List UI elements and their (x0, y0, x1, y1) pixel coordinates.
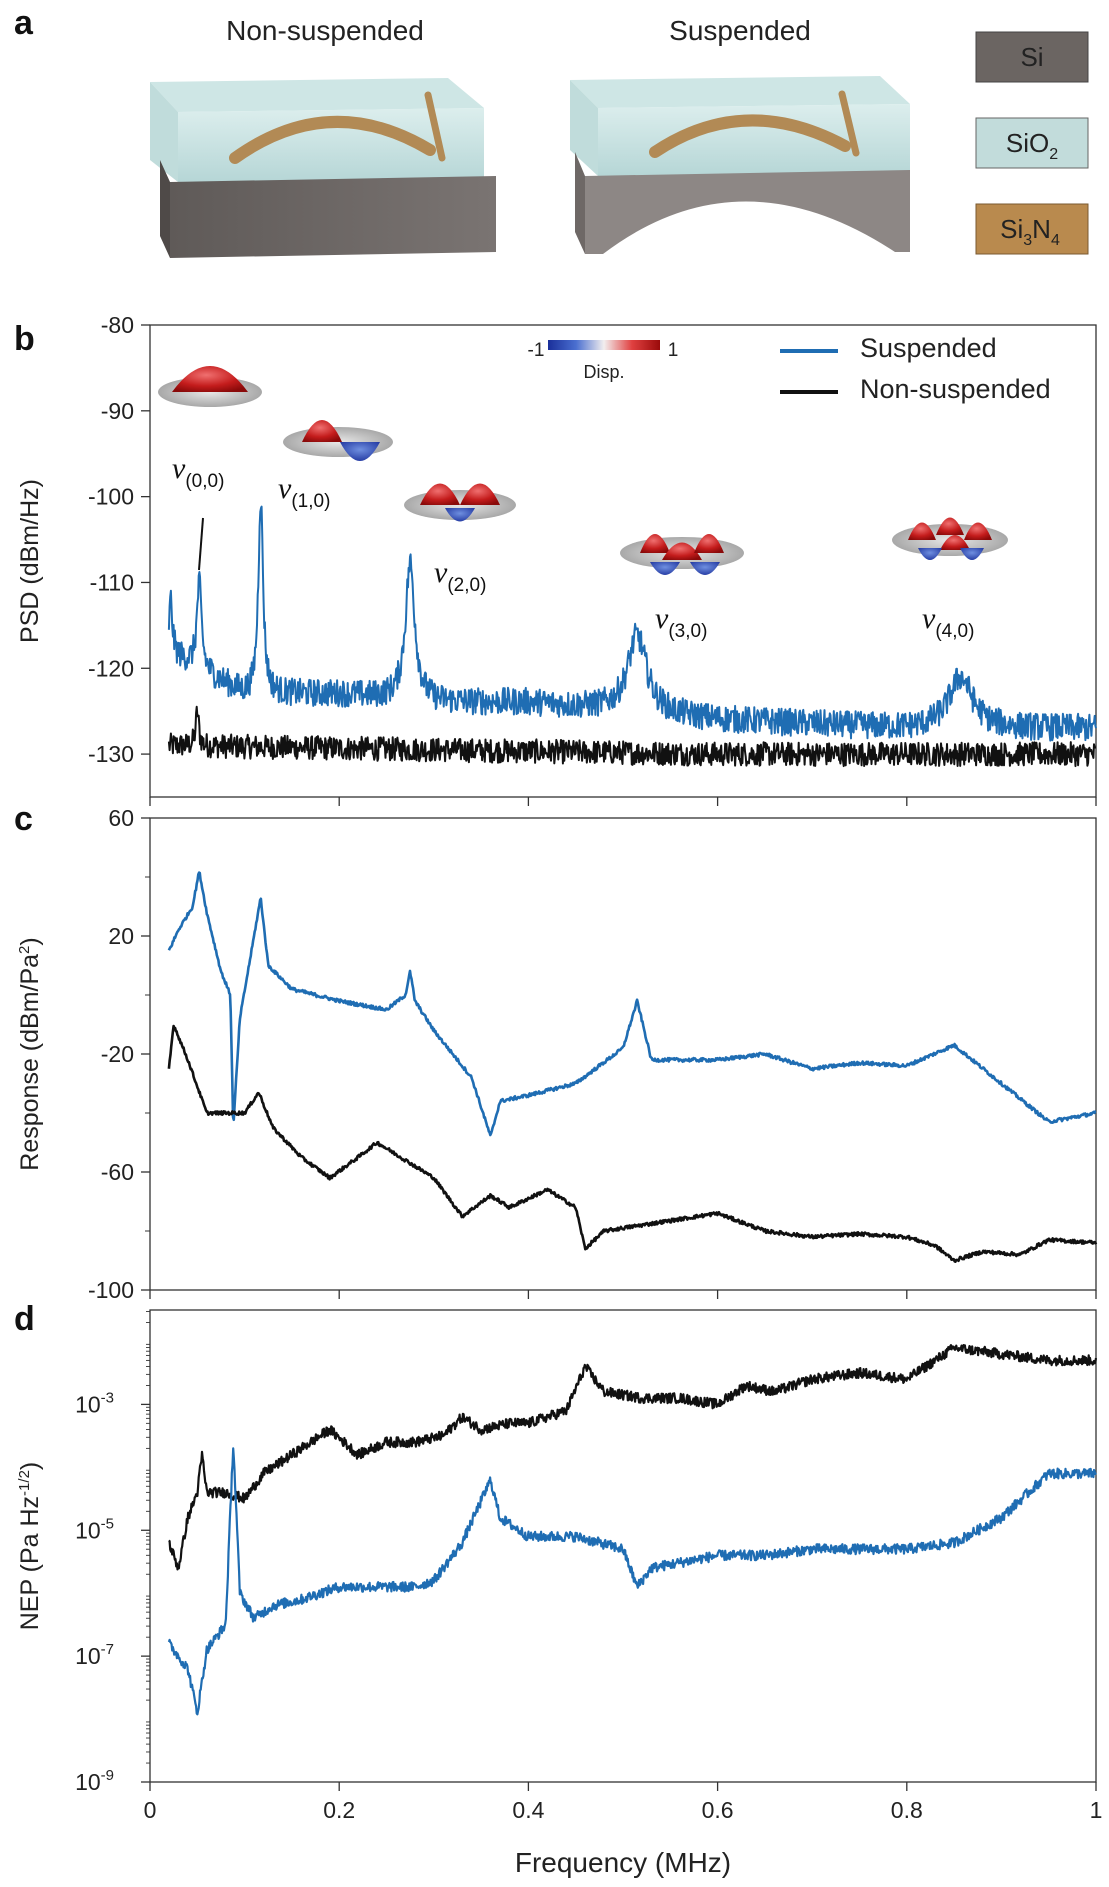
displacement-colorbar: -1 1 Disp. (528, 340, 679, 382)
panel-c-label: c (14, 800, 33, 838)
suspended-title: Suspended (669, 15, 811, 46)
y-tick-label: 10-9 (75, 1767, 114, 1795)
response-suspended-line (167, 871, 1097, 1137)
panel-d-series (167, 1344, 1098, 1716)
y-tick-label: 20 (108, 923, 134, 949)
suspended-chip-illustration (570, 76, 910, 254)
panel-c-y-label: Response (dBm/Pa2) (16, 937, 44, 1170)
panel-d-label: d (14, 1300, 35, 1338)
y-tick-label: -110 (90, 569, 134, 595)
nep-non-suspended-line (168, 1344, 1098, 1571)
x-tick-label: 0.4 (512, 1797, 544, 1823)
panel-b-axes (149, 324, 1097, 798)
non-suspended-title: Non-suspended (226, 15, 424, 46)
panel-c-y-ticks: 60 20 -20 -60 -100 (88, 805, 150, 1303)
x-tick-label: 0 (144, 1797, 157, 1823)
legend-suspended-label: Suspended (860, 333, 997, 363)
y-tick-label: -90 (101, 398, 134, 424)
panel-b: b -80 -90 -100 -110 -120 -130 PSD (dBm/Hz) -1… (14, 312, 1097, 806)
mode-label-40: v(4,0) (922, 602, 974, 642)
panel-b-y-label: PSD (dBm/Hz) (16, 479, 44, 643)
y-tick-label: 10-5 (75, 1515, 114, 1543)
colorbar-title: Disp. (583, 362, 624, 382)
non-suspended-chip-illustration (150, 78, 496, 258)
si-swatch (975, 31, 1089, 83)
y-tick-label: -130 (88, 741, 134, 767)
psd-non-suspended-line (167, 705, 1097, 768)
x-axis-label: Frequency (MHz) (515, 1847, 731, 1878)
panel-d-y-ticks: 10-3 10-5 10-7 10-9 (75, 1310, 150, 1795)
legend-non-suspended-label: Non-suspended (860, 374, 1051, 404)
colorbar-gradient (548, 340, 660, 350)
mode-shape-00 (158, 366, 262, 407)
y-tick-label: -20 (101, 1041, 134, 1067)
y-tick-label: -60 (101, 1159, 134, 1185)
x-tick-label: 1 (1090, 1797, 1103, 1823)
psd-suspended-line (167, 505, 1097, 742)
y-tick-label: -100 (88, 484, 134, 510)
panel-d: d 10-3 10-5 10-7 10-9 0 0.2 0.4 0.6 0.8 1 NEP (P… (14, 1300, 1102, 1878)
y-tick-label: 10-3 (75, 1389, 114, 1417)
mode-00-pointer (198, 517, 204, 571)
x-tick-label: 0.8 (891, 1797, 923, 1823)
si3n4-label: Si3N4 (1000, 214, 1060, 249)
sio2-label: SiO2 (1006, 128, 1058, 163)
mode-shape-10 (283, 420, 393, 461)
colorbar-max-label: 1 (668, 340, 679, 361)
panel-d-y-label: NEP (Pa Hz-1/2) (16, 1462, 44, 1631)
sio2-swatch (975, 117, 1089, 169)
panel-b-label: b (14, 320, 35, 358)
si3n4-swatch (975, 203, 1089, 255)
si-label: Si (1020, 42, 1043, 72)
x-tick-label: 0.2 (323, 1797, 355, 1823)
x-tick-label: 0.6 (702, 1797, 734, 1823)
y-tick-label: -100 (88, 1277, 134, 1303)
panel-b-series (167, 505, 1097, 768)
mode-shape-20 (404, 483, 516, 522)
y-tick-label: -120 (88, 655, 134, 681)
panel-b-y-ticks: -80 -90 -100 -110 -120 -130 (88, 312, 150, 767)
panel-b-legend: Suspended Non-suspended (780, 333, 1051, 404)
colorbar-min-label: -1 (528, 340, 545, 361)
panel-c-x-ticks (149, 1290, 1097, 1299)
response-non-suspended-line (167, 1024, 1098, 1263)
nep-suspended-line (167, 1447, 1097, 1716)
mode-shape-30 (620, 534, 744, 575)
material-legend: Si SiO2 Si3N4 (975, 31, 1089, 255)
panel-a: a Non-suspended Suspended Si (14, 4, 1089, 258)
mode-shape-40 (892, 517, 1008, 560)
panel-a-label: a (14, 4, 34, 42)
mode-label-00: v(0,0) (172, 452, 224, 492)
y-tick-label: 60 (108, 805, 134, 831)
mode-label-10: v(1,0) (278, 472, 330, 512)
mode-label-30: v(3,0) (655, 602, 707, 642)
mode-label-20: v(2,0) (434, 556, 486, 596)
panel-b-x-ticks (149, 797, 1097, 806)
panel-d-axes (149, 1309, 1097, 1783)
y-tick-label: -80 (101, 312, 134, 338)
panel-c: c 60 20 -20 -60 -100 Response (dBm/Pa2) (14, 800, 1098, 1303)
y-tick-label: 10-7 (75, 1641, 114, 1669)
panel-c-axes (149, 817, 1097, 1291)
panel-d-x-ticks: 0 0.2 0.4 0.6 0.8 1 (144, 1782, 1103, 1823)
panel-c-series (167, 871, 1098, 1263)
